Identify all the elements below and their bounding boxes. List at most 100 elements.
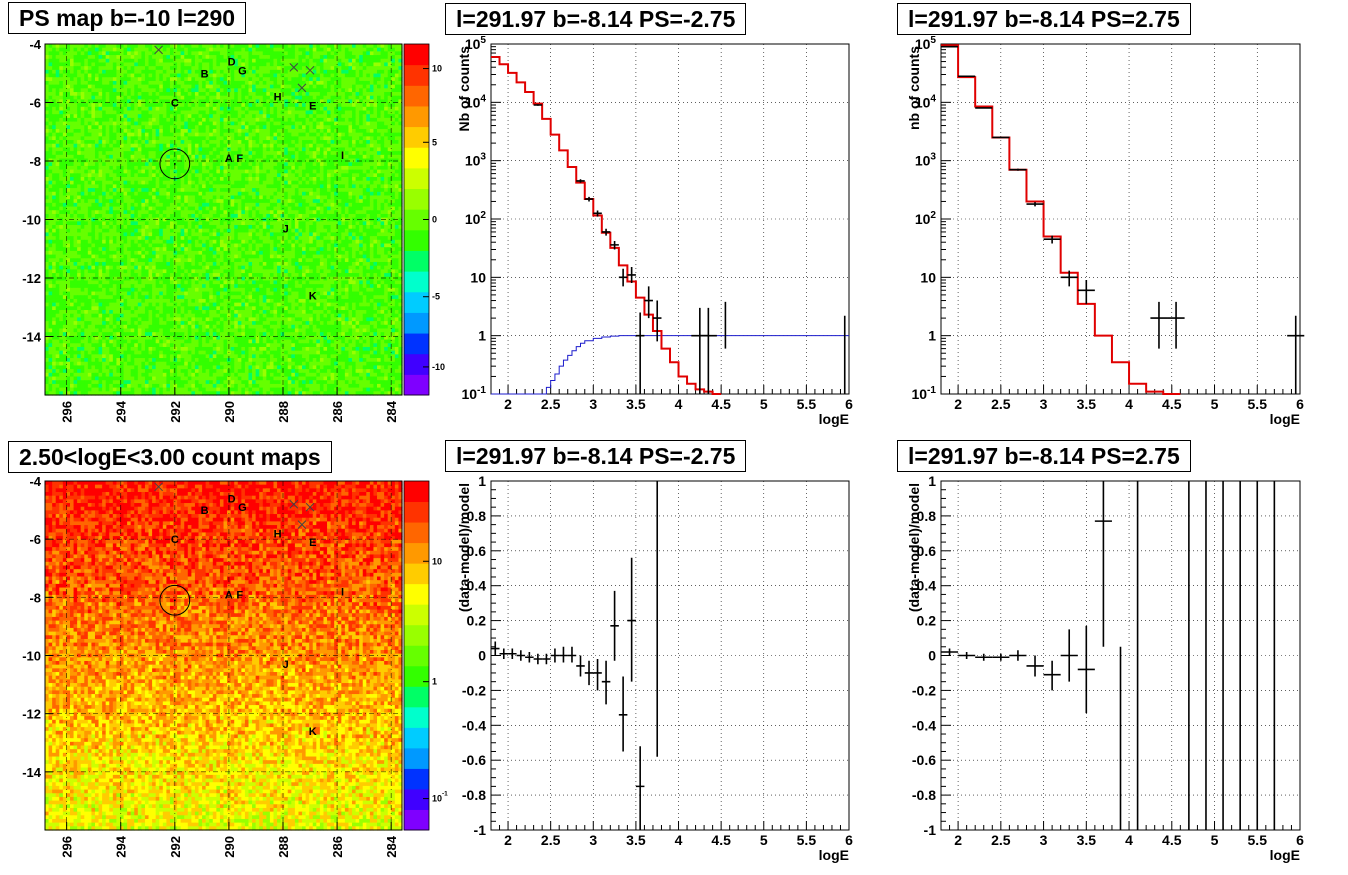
heatmap-cell — [302, 177, 306, 181]
heatmap-cell — [273, 48, 277, 52]
heatmap-cell — [391, 103, 395, 107]
heatmap-cell — [52, 48, 56, 52]
heatmap-cell — [59, 66, 63, 70]
heatmap-cell — [224, 192, 228, 196]
heatmap-cell — [359, 129, 363, 133]
heatmap-cell — [81, 125, 85, 129]
heatmap-cell — [45, 133, 49, 137]
heatmap-cell — [313, 181, 317, 185]
heatmap-cell — [149, 51, 153, 55]
heatmap-cell — [391, 199, 395, 203]
heatmap-cell — [320, 210, 324, 214]
heatmap-cell — [56, 170, 60, 174]
heatmap-cell — [298, 214, 302, 218]
heatmap-cell — [259, 81, 263, 85]
heatmap-cell — [313, 48, 317, 52]
heatmap-cell — [302, 111, 306, 115]
heatmap-cell — [259, 118, 263, 122]
heatmap-cell — [188, 173, 192, 177]
heatmap-cell — [295, 184, 299, 188]
heatmap-cell — [302, 166, 306, 170]
heatmap-cell — [74, 96, 78, 100]
heatmap-cell — [384, 107, 388, 111]
heatmap-cell — [181, 129, 185, 133]
heatmap-cell — [138, 118, 142, 122]
heatmap-cell — [291, 170, 295, 174]
heatmap-cell — [306, 144, 310, 148]
heatmap-cell — [195, 173, 199, 177]
heatmap-cell — [163, 125, 167, 129]
heatmap-cell — [234, 221, 238, 225]
heatmap-cell — [209, 88, 213, 92]
heatmap-cell — [323, 125, 327, 129]
heatmap-cell — [145, 59, 149, 63]
heatmap-cell — [266, 70, 270, 74]
heatmap-cell — [256, 144, 260, 148]
heatmap-cell — [252, 81, 256, 85]
heatmap-cell — [127, 122, 131, 126]
heatmap-cell — [213, 107, 217, 111]
heatmap-cell — [159, 225, 163, 229]
heatmap-cell — [91, 170, 95, 174]
heatmap-cell — [220, 111, 224, 115]
heatmap-cell — [45, 147, 49, 151]
heatmap-cell — [166, 225, 170, 229]
heatmap-cell — [141, 114, 145, 118]
heatmap-cell — [252, 122, 256, 126]
heatmap-cell — [348, 181, 352, 185]
heatmap-cell — [345, 181, 349, 185]
heatmap-cell — [266, 88, 270, 92]
heatmap-cell — [270, 44, 274, 48]
heatmap-cell — [263, 103, 267, 107]
heatmap-cell — [288, 184, 292, 188]
heatmap-cell — [52, 192, 56, 196]
heatmap-cell — [341, 170, 345, 174]
heatmap-cell — [277, 184, 281, 188]
heatmap-cell — [313, 214, 317, 218]
heatmap-cell — [141, 81, 145, 85]
heatmap-cell — [116, 207, 120, 211]
heatmap-cell — [270, 199, 274, 203]
heatmap-cell — [113, 166, 117, 170]
heatmap-cell — [302, 74, 306, 78]
heatmap-cell — [88, 62, 92, 66]
heatmap-cell — [131, 192, 135, 196]
heatmap-cell — [370, 48, 374, 52]
heatmap-cell — [91, 66, 95, 70]
heatmap-cell — [124, 74, 128, 78]
heatmap-cell — [284, 96, 288, 100]
heatmap-cell — [116, 173, 120, 177]
heatmap-cell — [120, 170, 124, 174]
heatmap-cell — [238, 125, 242, 129]
heatmap-cell — [141, 99, 145, 103]
heatmap-cell — [295, 77, 299, 81]
heatmap-cell — [81, 177, 85, 181]
heatmap-cell — [366, 125, 370, 129]
heatmap-cell — [320, 203, 324, 207]
heatmap-cell — [195, 166, 199, 170]
heatmap-cell — [74, 203, 78, 207]
heatmap-cell — [309, 77, 313, 81]
heatmap-cell — [149, 96, 153, 100]
heatmap-cell — [102, 122, 106, 126]
heatmap-cell — [95, 74, 99, 78]
heatmap-cell — [106, 62, 110, 66]
heatmap-cell — [188, 99, 192, 103]
heatmap-cell — [266, 133, 270, 137]
heatmap-cell — [306, 151, 310, 155]
heatmap-cell — [131, 88, 135, 92]
heatmap-cell — [181, 155, 185, 159]
heatmap-cell — [134, 51, 138, 55]
heatmap-cell — [384, 122, 388, 126]
heatmap-cell — [163, 88, 167, 92]
heatmap-cell — [166, 59, 170, 63]
heatmap-cell — [288, 96, 292, 100]
heatmap-cell — [199, 221, 203, 225]
heatmap-cell — [302, 133, 306, 137]
heatmap-cell — [363, 199, 367, 203]
heatmap-cell — [159, 207, 163, 211]
heatmap-cell — [134, 59, 138, 63]
heatmap-cell — [295, 125, 299, 129]
heatmap-cell — [345, 96, 349, 100]
heatmap-cell — [213, 111, 217, 115]
